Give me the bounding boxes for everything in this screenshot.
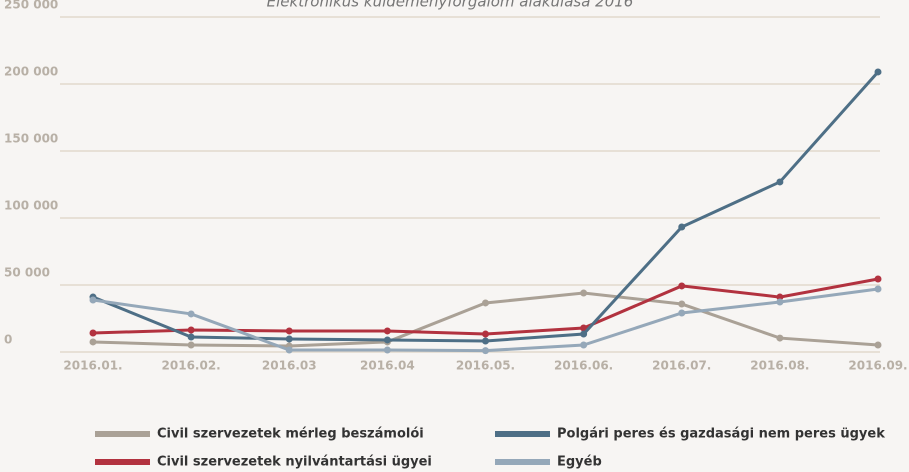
point <box>383 336 391 344</box>
point <box>776 334 784 342</box>
legend-swatch <box>495 431 550 437</box>
y-tick-label: 150 000 <box>4 132 58 146</box>
point <box>874 275 882 283</box>
point <box>776 293 784 301</box>
point <box>482 337 489 345</box>
y-tick-label: 200 000 <box>4 65 58 79</box>
point <box>874 68 882 76</box>
point <box>187 310 195 318</box>
point <box>874 341 882 349</box>
legend-label: Civil szervezetek nyilvántartási ügyei <box>157 455 432 470</box>
point <box>187 341 195 349</box>
point <box>482 299 489 307</box>
point <box>383 346 391 354</box>
point <box>285 327 293 335</box>
point <box>89 338 97 346</box>
point <box>678 282 686 290</box>
chart-title: Elektronikus küldeményforgalom alakulása… <box>267 0 634 11</box>
y-tick-label: 50 000 <box>4 266 50 280</box>
point <box>89 296 97 304</box>
x-tick-label: 2016.06. <box>554 359 613 373</box>
point <box>285 346 293 354</box>
x-tick-label: 2016.03 <box>262 359 317 373</box>
y-tick-label: 250 000 <box>4 0 58 12</box>
point <box>874 285 882 293</box>
point <box>89 329 97 337</box>
point <box>678 300 686 308</box>
legend-label: Polgári peres és gazdasági nem peres ügy… <box>557 427 885 442</box>
point <box>187 333 195 341</box>
point <box>678 223 686 231</box>
point <box>580 289 588 297</box>
point <box>580 330 588 338</box>
point <box>776 298 784 306</box>
legend-swatch <box>95 459 150 465</box>
point <box>776 178 784 186</box>
point <box>285 335 293 343</box>
legend-label: Civil szervezetek mérleg beszámolói <box>157 427 424 442</box>
x-tick-label: 2016.04 <box>360 359 415 373</box>
point <box>482 347 489 355</box>
x-tick-label: 2016.01. <box>63 359 122 373</box>
legend-label: Egyéb <box>557 455 602 470</box>
legend-swatch <box>495 459 550 465</box>
point <box>383 327 391 335</box>
y-tick-label: 100 000 <box>4 199 58 213</box>
y-tick-label: 0 <box>4 333 12 347</box>
x-tick-label: 2016.07. <box>652 359 711 373</box>
point <box>580 341 588 349</box>
point <box>187 326 195 334</box>
point <box>580 324 588 332</box>
x-tick-label: 2016.05. <box>456 359 515 373</box>
x-tick-label: 2016.08. <box>750 359 809 373</box>
point <box>482 330 489 338</box>
x-tick-label: 2016.02. <box>162 359 221 373</box>
point <box>678 309 686 317</box>
legend-swatch <box>95 431 150 437</box>
x-tick-label: 2016.09. <box>848 359 907 373</box>
